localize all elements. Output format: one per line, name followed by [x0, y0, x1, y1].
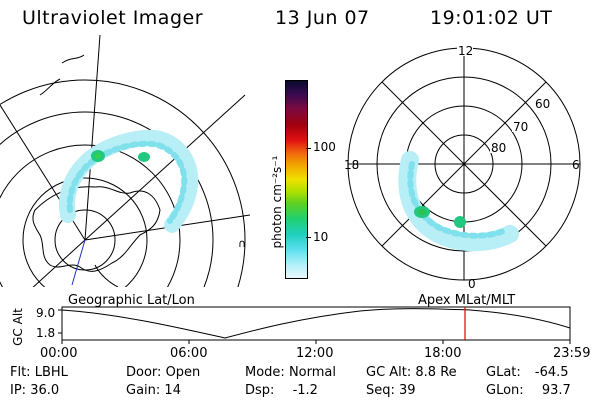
mlat-label-80: 80: [491, 141, 506, 155]
timeline-x-tick-1: 06:00: [170, 346, 208, 361]
mlt-label-0: 0: [468, 277, 476, 291]
mlt-label-6: 6: [572, 158, 580, 172]
info-gain: Gain: 14: [126, 383, 181, 398]
display-title: Ultraviolet Imager: [22, 7, 204, 29]
info-gc-alt: GC Alt: 8.8 Re: [366, 365, 457, 380]
colorbar-label: photon cm⁻²s⁻¹: [270, 155, 284, 249]
timeline-x-tick-0: 00:00: [40, 346, 78, 361]
timeline-x-tick-3: 18:00: [424, 346, 462, 361]
geographic-map: ∩: [0, 35, 250, 287]
altitude-timeline: [58, 306, 571, 344]
timeline-y-tick-top: 9.0: [36, 306, 56, 320]
info-flt: Flt: LBHL: [10, 365, 68, 380]
timeline-left-label: Geographic Lat/Lon: [68, 293, 195, 308]
mlat-label-70: 70: [513, 120, 528, 134]
info-mode: Mode: Normal: [245, 365, 336, 380]
mlat-label-60: 60: [535, 97, 550, 111]
time-label: 19:01:02 UT: [430, 7, 553, 29]
info-dsp: Dsp: -1.2: [245, 383, 318, 398]
timeline-y-tick-bottom: 1.8: [36, 326, 56, 340]
info-glat: GLat: -64.5: [486, 365, 569, 380]
mlt-label-12: 12: [458, 44, 473, 58]
aurora-oval-map: [59, 130, 199, 233]
timeline-x-tick-2: 12:00: [296, 346, 334, 361]
timeline-right-label: Apex MLat/MLT: [418, 293, 516, 308]
info-ip: IP: 36.0: [10, 383, 60, 398]
timeline-x-tick-4: 23:59: [553, 346, 591, 361]
info-glon: GLon: 93.7: [486, 383, 571, 398]
info-door: Door: Open: [126, 365, 201, 380]
mlt-label-18: 18: [344, 158, 359, 172]
colorbar-tick-10: 10: [313, 230, 329, 244]
polar-plot: 12 18 6 0 60 70 80: [344, 44, 581, 291]
info-seq: Seq: 39: [366, 383, 416, 398]
colorbar-tick-100: 100: [313, 140, 336, 154]
colorbar: [285, 80, 308, 279]
svg-text:∩: ∩: [238, 237, 246, 250]
date-label: 13 Jun 07: [275, 7, 370, 29]
aurora-oval-polar: [398, 151, 519, 252]
